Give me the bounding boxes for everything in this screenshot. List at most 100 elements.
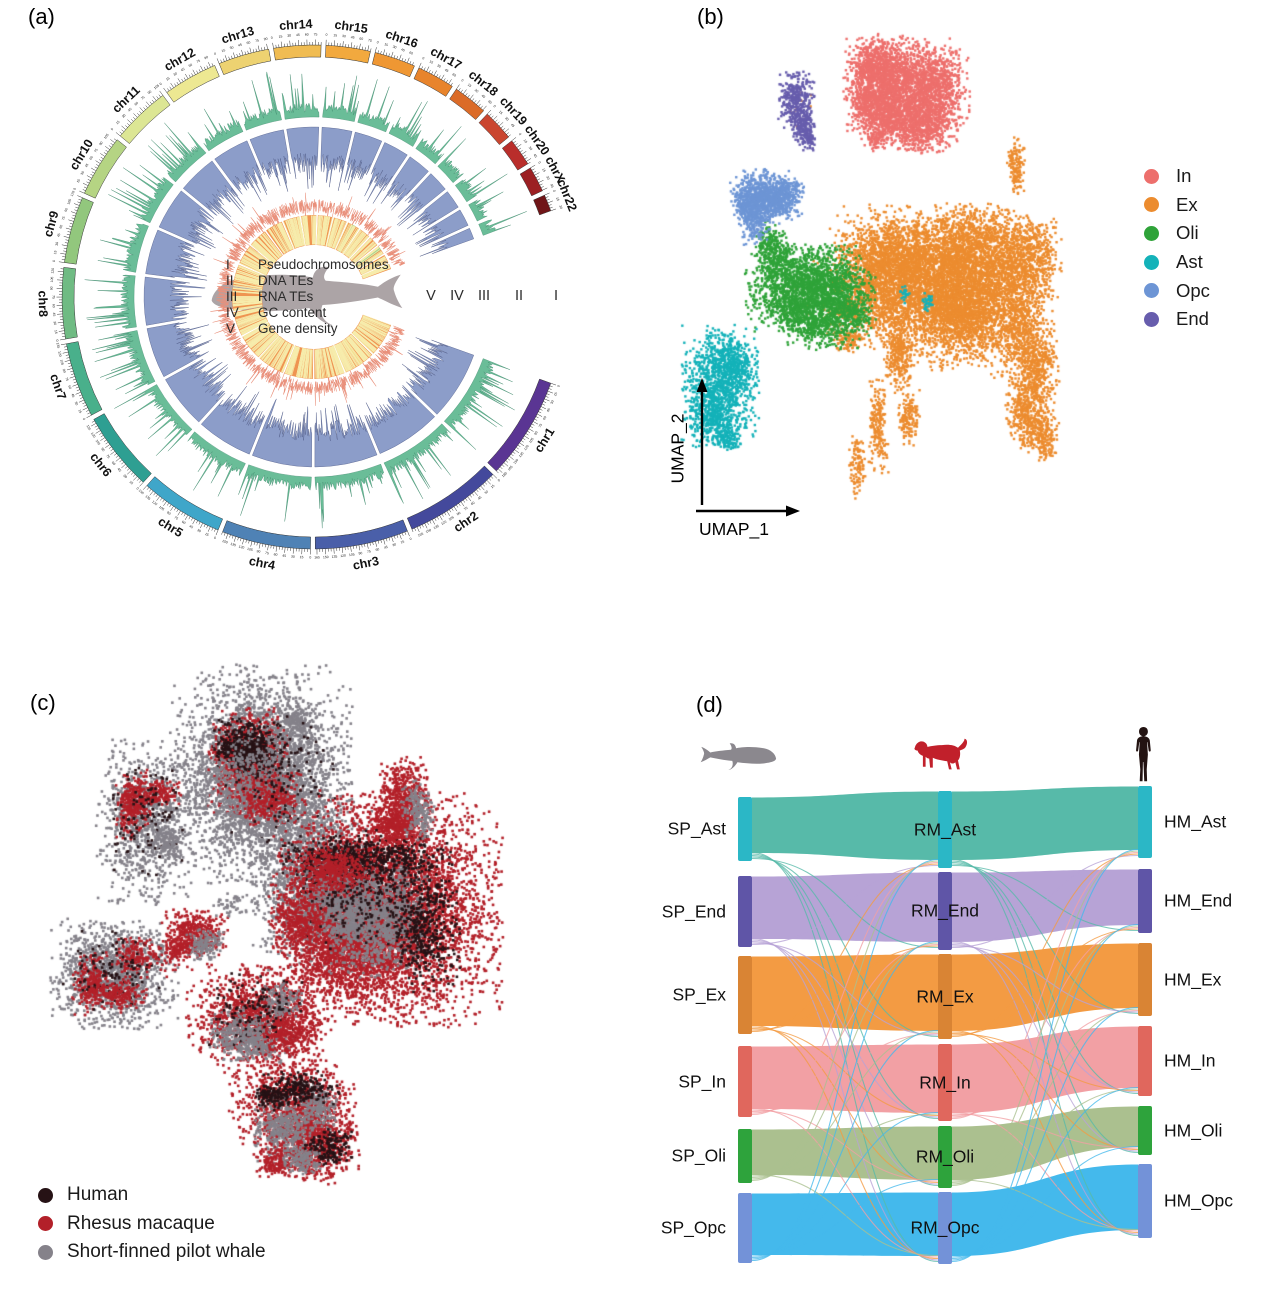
chromosome-tick [544, 192, 550, 196]
chromosome-tick [482, 105, 487, 111]
chromosome-tick-label: 45 [350, 35, 354, 40]
chromosome-tick [57, 322, 64, 324]
chromosome-tick [191, 517, 193, 521]
chromosome-tick-label: 0 [110, 127, 114, 131]
gene-density-line [346, 337, 367, 361]
chromosome-tick-label: 150 [513, 458, 520, 465]
dna-te-histogram [108, 165, 174, 224]
chromosome-name-label: chr9 [41, 209, 62, 238]
gene-density-patch [342, 338, 363, 366]
chromosome-tick [73, 203, 80, 206]
chromosome-tick-label: 90 [147, 90, 153, 96]
gene-density-line [245, 325, 271, 343]
chromosome-tick [444, 512, 447, 516]
gene-density-line [361, 263, 390, 277]
chromosome-tick [385, 52, 388, 56]
chromosome-tick [458, 88, 461, 91]
gene-density-line [248, 248, 272, 267]
chromosome-tick [177, 78, 182, 84]
dna-te-histogram [468, 191, 504, 222]
sankey-node-RM_End [938, 872, 952, 950]
chromosome-tick [534, 418, 538, 421]
umap2-axis-label: UMAP_2 [667, 413, 688, 484]
chromosome-tick [399, 533, 402, 540]
chromosome-tick [499, 466, 503, 470]
legend-swatch [1144, 311, 1159, 327]
gene-density-line [362, 316, 390, 328]
gene-density-line [257, 334, 279, 357]
gene-density-line [338, 225, 355, 252]
chromosome-tick [474, 100, 477, 103]
sankey-label-SP_Oli: SP_Oli [671, 1145, 726, 1166]
gene-density-line [261, 336, 281, 360]
chromosome-tick-label: 45 [400, 47, 405, 52]
chromosome-tick [548, 204, 552, 206]
sankey-node-SP_Oli [738, 1129, 752, 1183]
gene-density-line [315, 349, 319, 379]
gene-density-line [357, 252, 383, 269]
legend-label: Ast [1176, 251, 1203, 273]
chromosome-tick [501, 464, 505, 467]
gene-density-line [304, 349, 309, 379]
chromosome-tick [377, 540, 380, 544]
chromosome-tick-label: 15 [467, 83, 472, 89]
gene-density-line [337, 343, 353, 370]
gene-density-line [325, 348, 333, 377]
gene-density-line [328, 218, 339, 248]
gene-density-line [232, 301, 262, 306]
gene-density-line [361, 261, 388, 275]
sankey-cross-link [951, 923, 1139, 1261]
gene-density-line [247, 249, 272, 268]
chromosome-tick-label: 60 [359, 36, 364, 41]
chromosome-tick [139, 107, 144, 112]
chromosome-tick [169, 504, 172, 508]
chromosome-tick-label: 90 [358, 551, 363, 556]
chromosome-tick [133, 117, 136, 120]
chromosome-tick [58, 330, 65, 332]
gene-density-line [322, 348, 328, 378]
gene-density-line [233, 284, 263, 290]
chromosome-tick [108, 446, 112, 449]
chromosome-tick [391, 536, 394, 543]
chromosome-tick-label: 75 [463, 506, 468, 512]
gene-density-line [237, 314, 265, 326]
celltype-legend-item-opc: Opc [1144, 276, 1210, 305]
chromosome-tick-label: 75 [61, 216, 66, 221]
chromosome-tick-label: 105 [153, 84, 160, 91]
gene-density-line [359, 257, 386, 273]
chromosome-tick [237, 537, 239, 541]
chromosome-tick-label: 30 [474, 88, 480, 94]
chromosome-tick [502, 127, 506, 131]
circos-legend-label: GC content [258, 304, 327, 320]
chromosome-tick [241, 49, 244, 56]
gene-density-line [359, 322, 385, 338]
gene-density-line [359, 322, 386, 337]
chromosome-tick [61, 244, 68, 247]
chromosome-tick-label: 180 [501, 471, 508, 478]
chromosome-tick-label: 165 [314, 555, 320, 559]
gene-density-line [238, 316, 266, 328]
gene-density-line [286, 346, 298, 375]
gene-density-line [259, 235, 280, 259]
gene-density-line [311, 349, 313, 379]
ring-gap-label-I: I [553, 288, 559, 304]
chromosome-tick [467, 496, 472, 502]
legend-label: End [1176, 308, 1209, 330]
chromosome-tick [469, 494, 472, 498]
gene-density-line [345, 231, 364, 256]
gene-density-line [317, 349, 322, 379]
gene-density-line [302, 216, 308, 246]
chromosome-tick [549, 385, 553, 388]
gene-density-line [332, 220, 345, 249]
gene-density-line [247, 326, 272, 345]
gene-density-line [236, 312, 265, 324]
chromosome-tick [482, 483, 485, 487]
chromosome-tick [367, 45, 370, 51]
chromosome-tick [355, 545, 357, 549]
chromosome-tick [493, 115, 498, 121]
gene-density-line [257, 334, 279, 357]
legend-swatch [1144, 225, 1159, 241]
chromosome-tick [188, 516, 191, 520]
gene-density-line [235, 275, 264, 284]
